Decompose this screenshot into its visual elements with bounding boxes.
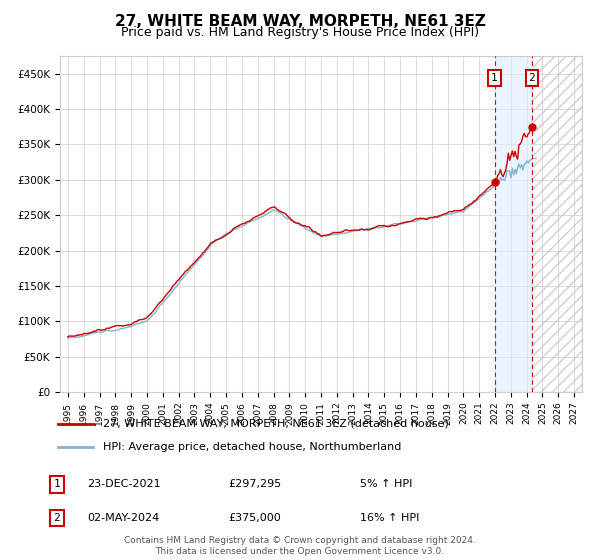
- Text: 5% ↑ HPI: 5% ↑ HPI: [360, 479, 412, 489]
- Text: £297,295: £297,295: [228, 479, 281, 489]
- Text: Contains HM Land Registry data © Crown copyright and database right 2024.
This d: Contains HM Land Registry data © Crown c…: [124, 536, 476, 556]
- Bar: [532, 56, 582, 392]
- Text: Price paid vs. HM Land Registry's House Price Index (HPI): Price paid vs. HM Land Registry's House …: [121, 26, 479, 39]
- Text: 2: 2: [529, 73, 535, 83]
- Text: 27, WHITE BEAM WAY, MORPETH, NE61 3EZ (detached house): 27, WHITE BEAM WAY, MORPETH, NE61 3EZ (d…: [103, 419, 449, 429]
- Text: £375,000: £375,000: [228, 513, 281, 523]
- Text: 23-DEC-2021: 23-DEC-2021: [87, 479, 161, 489]
- Text: 27, WHITE BEAM WAY, MORPETH, NE61 3EZ: 27, WHITE BEAM WAY, MORPETH, NE61 3EZ: [115, 14, 485, 29]
- Text: 1: 1: [53, 479, 61, 489]
- Text: 02-MAY-2024: 02-MAY-2024: [87, 513, 159, 523]
- Text: 2: 2: [53, 513, 61, 523]
- Text: HPI: Average price, detached house, Northumberland: HPI: Average price, detached house, Nort…: [103, 442, 402, 452]
- Text: 16% ↑ HPI: 16% ↑ HPI: [360, 513, 419, 523]
- Bar: [494, 56, 532, 392]
- Text: 1: 1: [491, 73, 498, 83]
- Bar: [532, 56, 582, 392]
